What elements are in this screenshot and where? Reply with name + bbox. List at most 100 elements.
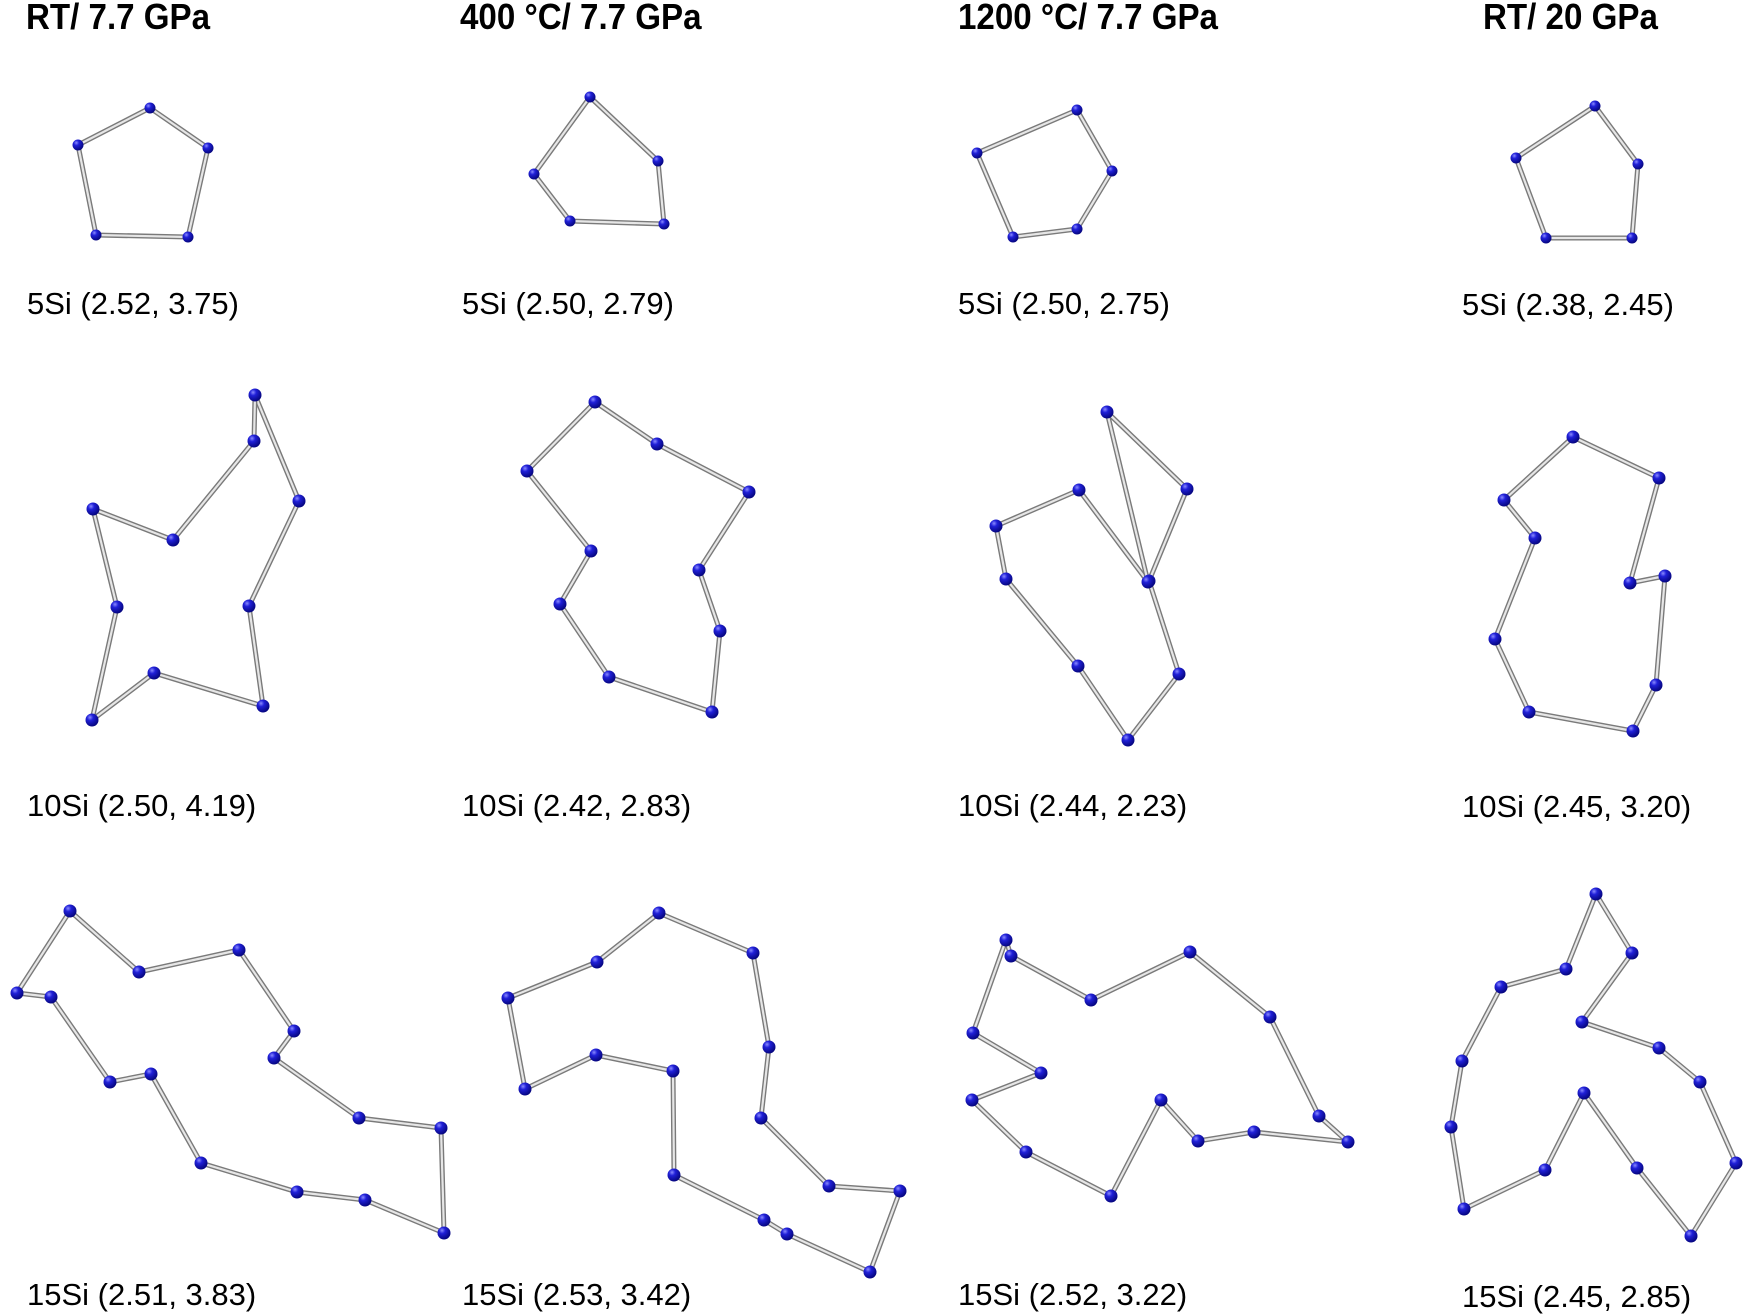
si-atom: [666, 1064, 680, 1078]
si-si-bond-highlight: [91, 507, 119, 609]
si-atom: [1100, 405, 1114, 419]
si-atom: [965, 1093, 979, 1107]
si-si-bond-highlight: [272, 1056, 361, 1120]
si-atom: [1019, 1145, 1033, 1159]
ring-rt20-15: [1444, 887, 1743, 1243]
si-si-bond-highlight: [1011, 227, 1079, 239]
si-atom: [166, 533, 180, 547]
si-atom: [1623, 576, 1637, 590]
si-atom: [63, 904, 77, 918]
ring-400-10: [520, 395, 756, 719]
si-atom: [713, 624, 727, 638]
si-si-bond-highlight: [595, 911, 661, 964]
si-atom: [90, 229, 102, 241]
si-atom: [746, 946, 760, 960]
si-si-bond-highlight: [827, 1184, 902, 1193]
si-si-bond-highlight: [1657, 1046, 1702, 1084]
si-atom: [1104, 1189, 1118, 1203]
si-si-bond-highlight: [1689, 1161, 1738, 1238]
si-si-bond-highlight: [759, 1116, 831, 1188]
si-atom: [742, 485, 756, 499]
si-atom: [1510, 152, 1522, 164]
si-atom: [1312, 1109, 1326, 1123]
si-si-bond-highlight: [970, 1098, 1028, 1154]
ring-1200-5: [971, 104, 1118, 243]
si-atom: [602, 670, 616, 684]
si-si-bond-highlight: [1147, 487, 1189, 583]
si-si-bond-highlight: [1268, 1015, 1321, 1118]
si-si-bond-highlight: [1493, 637, 1531, 714]
si-atom: [242, 599, 256, 613]
ring-rt20-10: [1488, 430, 1672, 738]
si-si-bond-highlight: [357, 1116, 443, 1130]
si-si-bond-highlight: [697, 490, 751, 572]
si-si-bond-highlight: [15, 909, 72, 995]
si-atom: [1589, 100, 1601, 112]
si-si-bond-highlight: [49, 995, 112, 1084]
si-atom: [10, 986, 24, 1000]
si-atom: [1004, 949, 1018, 963]
si-atom: [989, 519, 1003, 533]
si-si-bond-highlight: [1594, 892, 1634, 955]
si-atom: [1072, 483, 1086, 497]
si-si-bond-highlight: [1654, 574, 1667, 687]
si-atom: [1172, 667, 1186, 681]
si-si-bond-highlight: [971, 1031, 1043, 1075]
ring-400-5: [528, 91, 670, 230]
si-si-bond-highlight: [90, 671, 156, 722]
si-si-bond-highlight: [710, 629, 722, 714]
si-atom: [44, 990, 58, 1004]
si-si-bond-highlight: [568, 219, 666, 226]
si-si-bond-highlight: [1543, 1091, 1586, 1172]
si-si-bond-highlight: [149, 1072, 203, 1165]
si-si-bond-highlight: [90, 605, 119, 722]
si-si-bond-highlight: [1593, 104, 1640, 166]
si-si-bond-highlight: [247, 604, 265, 708]
si-atom: [757, 1213, 771, 1227]
si-atom: [287, 1024, 301, 1038]
si-si-bond-highlight: [1076, 664, 1130, 742]
ring-1200-15: [965, 933, 1355, 1203]
si-atom: [147, 666, 161, 680]
si-atom: [1084, 993, 1098, 1007]
si-atom: [182, 231, 194, 243]
si-atom: [564, 215, 576, 227]
si-si-bond-highlight: [1527, 710, 1635, 733]
column-title-rt-7-7gpa: RT/ 7.7 GPa: [26, 0, 211, 37]
si-atom: [85, 713, 99, 727]
si-atom: [705, 705, 719, 719]
si-atom: [1630, 1161, 1644, 1175]
si-si-bond-highlight: [1004, 577, 1080, 668]
si-si-bond-highlight: [439, 1126, 446, 1235]
si-atom: [1455, 1054, 1469, 1068]
si-atom: [292, 494, 306, 508]
si-si-bond-highlight: [1502, 435, 1575, 502]
si-atom: [652, 906, 666, 920]
si-atom: [103, 1075, 117, 1089]
si-si-bond-highlight: [1449, 1059, 1464, 1129]
si-si-bond-highlight: [1514, 104, 1597, 160]
si-atom: [650, 437, 664, 451]
si-atom: [590, 955, 604, 969]
si-atom: [1522, 705, 1536, 719]
si-si-bond-highlight: [1009, 954, 1093, 1002]
si-si-bond-highlight: [975, 151, 1015, 239]
si-si-bond-highlight: [1628, 476, 1661, 585]
si-atom: [132, 965, 146, 979]
si-atom: [1652, 471, 1666, 485]
si-atom: [144, 102, 156, 114]
si-atom: [863, 1265, 877, 1279]
si-atom: [1180, 482, 1194, 496]
si-atom: [589, 1048, 603, 1062]
si-si-bond-highlight: [108, 1072, 153, 1084]
si-si-bond-highlight: [295, 1190, 367, 1202]
si-si-bond-highlight: [1024, 1150, 1113, 1198]
si-atom: [434, 1121, 448, 1135]
si-si-bond-highlight: [975, 108, 1079, 155]
si-si-bond-highlight: [994, 524, 1008, 581]
si-atom: [1106, 165, 1118, 177]
si-atom: [144, 1067, 158, 1081]
si-atom: [518, 1082, 532, 1096]
si-si-bond-highlight: [94, 233, 190, 239]
